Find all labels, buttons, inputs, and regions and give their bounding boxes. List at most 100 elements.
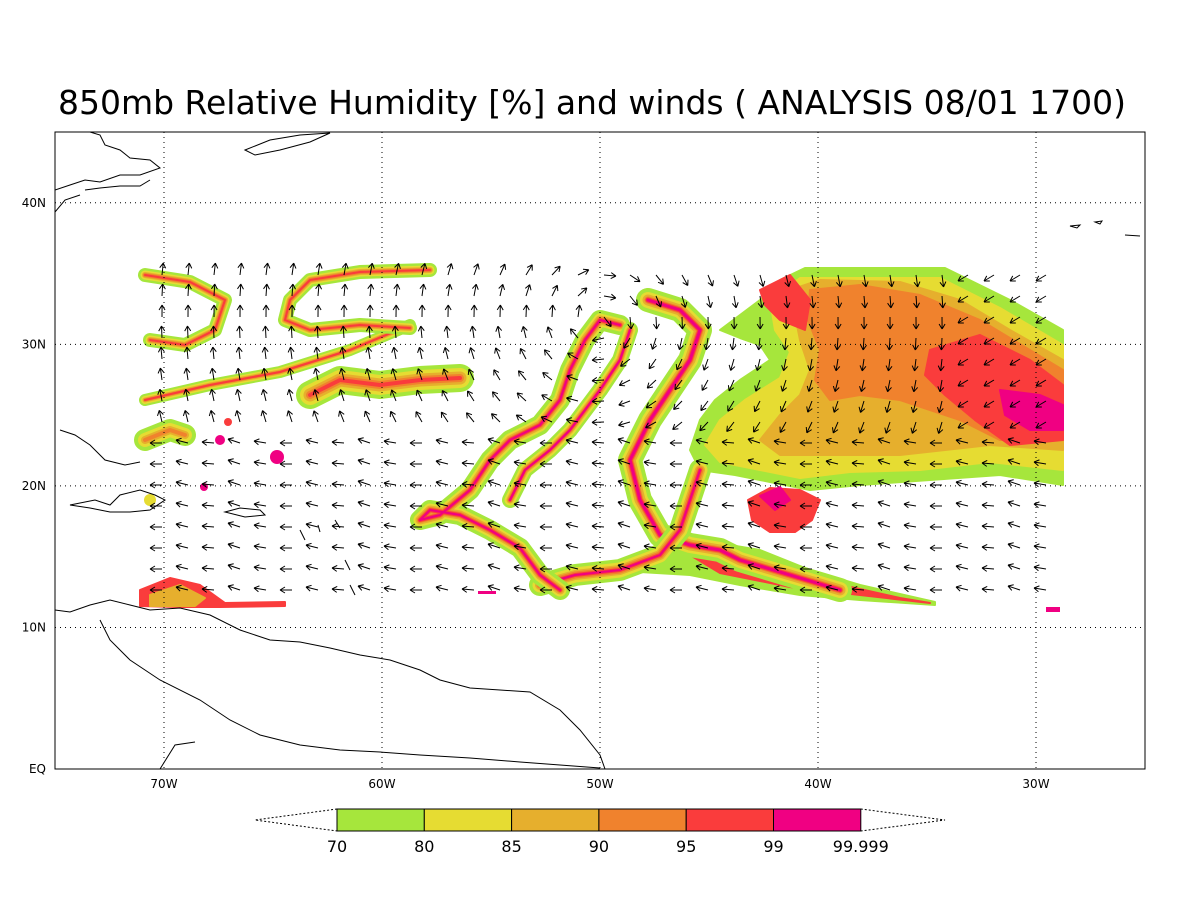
wind-arrow: [861, 274, 869, 288]
wind-arrow: [539, 565, 552, 573]
wind-arrow: [565, 479, 579, 487]
wind-arrow: [465, 412, 475, 423]
wind-arrow: [755, 337, 763, 351]
wind-arrow: [575, 304, 583, 318]
wind-arrow: [911, 358, 919, 372]
wind-arrow: [539, 481, 552, 489]
wind-arrow: [494, 347, 501, 360]
wind-arrow: [261, 346, 269, 360]
wind-arrow: [955, 479, 969, 487]
wind-arrow: [305, 500, 319, 508]
wind-arrow: [444, 304, 452, 318]
lat-tick-label: 30N: [22, 337, 46, 351]
patch-pink-2: [215, 435, 225, 445]
wind-arrow: [591, 501, 605, 509]
wind-arrow: [367, 283, 375, 297]
wind-arrow: [1007, 584, 1021, 591]
wind-arrow: [366, 304, 374, 318]
wind-arrow: [383, 585, 397, 593]
wind-arrow: [957, 421, 969, 429]
colorbar-high-triangle: [860, 808, 946, 832]
wind-arrow: [957, 316, 969, 324]
wind-arrow: [936, 400, 944, 414]
wind-arrow: [747, 563, 761, 570]
wind-arrow: [591, 522, 605, 530]
wind-arrow: [1033, 459, 1047, 467]
wind-arrow: [885, 379, 892, 393]
wind-arrow: [591, 543, 605, 551]
wind-arrow: [227, 542, 241, 549]
wind-arrow: [279, 460, 292, 468]
wind-arrow: [903, 501, 917, 509]
wind-arrow: [539, 523, 552, 531]
wind-arrow: [470, 304, 478, 318]
wind-arrow: [331, 438, 345, 446]
wind-arrow: [781, 358, 788, 372]
wind-arrow: [313, 346, 321, 360]
wind-arrow: [383, 438, 397, 446]
wind-arrow: [903, 522, 917, 530]
wind-arrow: [721, 501, 735, 509]
wind-arrow: [675, 358, 683, 371]
wind-arrow: [617, 479, 631, 486]
wind-arrow: [357, 521, 371, 528]
patch-pink-east: [1046, 607, 1060, 612]
wind-arrow: [157, 388, 165, 402]
colorbar-low-triangle: [254, 808, 338, 832]
wind-arrow: [539, 502, 552, 510]
wind-arrow: [728, 358, 736, 371]
wind-arrow: [441, 389, 449, 402]
wind-arrow: [305, 563, 319, 571]
wind-arrow: [603, 293, 617, 301]
patch-hispaniola: [144, 494, 156, 506]
longitude-labels: 70W 60W 50W 40W 30W: [150, 777, 1049, 791]
wind-arrow: [721, 480, 735, 488]
wind-arrow: [799, 586, 812, 594]
lat-tick-label: EQ: [29, 762, 46, 776]
wind-arrow: [235, 367, 243, 381]
wind-arrow: [699, 421, 709, 432]
wind-arrow: [409, 460, 422, 468]
wind-arrow: [747, 542, 761, 549]
wind-arrow: [279, 586, 292, 594]
wind-arrow: [903, 564, 917, 572]
wind-arrow: [646, 379, 657, 389]
wind-arrow: [513, 522, 527, 530]
wind-arrow: [884, 400, 892, 413]
coast-east-us: [55, 194, 81, 213]
wind-arrow: [929, 439, 942, 447]
map-frame: [54, 131, 1146, 770]
wind-arrow: [645, 421, 657, 429]
wind-arrow: [305, 584, 319, 592]
swirl-nw-1-band-4: [144, 274, 226, 346]
wind-arrow: [834, 316, 842, 330]
colorbar-level-label: 70: [327, 837, 347, 856]
wind-arrow: [727, 400, 735, 412]
ridge-central-band-5: [628, 298, 842, 592]
wind-arrow: [513, 585, 527, 593]
lat-tick-label: 10N: [22, 620, 46, 634]
wind-arrow: [443, 325, 451, 339]
wind-arrow: [286, 389, 294, 402]
wind-arrow: [253, 480, 267, 488]
lon-tick-label: 50W: [586, 777, 613, 791]
wind-arrow: [149, 481, 162, 489]
wind-arrow: [253, 438, 267, 446]
wind-arrow: [262, 304, 270, 318]
wind-arrow: [825, 563, 839, 571]
wind-arrow: [591, 564, 605, 572]
wind-arrow: [677, 337, 684, 351]
wind-arrow: [721, 522, 735, 530]
wind-arrow: [288, 325, 295, 339]
wind-arrow: [1033, 480, 1047, 488]
wind-arrow: [416, 368, 423, 381]
wind-arrow: [279, 439, 292, 447]
wind-arrow: [149, 502, 162, 510]
wind-arrow: [289, 283, 296, 297]
wind-arrow: [565, 417, 579, 424]
wind-arrow: [260, 388, 268, 402]
wind-arrow: [643, 585, 657, 593]
ridge-south-band-5: [539, 469, 701, 586]
wind-arrow: [565, 542, 579, 550]
wind-arrow: [784, 274, 792, 288]
